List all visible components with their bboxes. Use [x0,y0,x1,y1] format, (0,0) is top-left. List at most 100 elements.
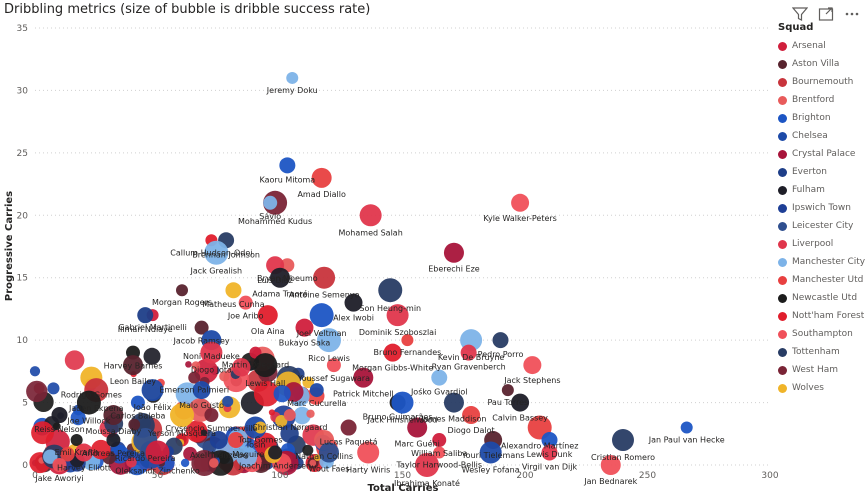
bubble[interactable] [52,422,61,431]
legend-item[interactable]: Wolves [778,379,866,397]
bubble[interactable] [344,293,363,312]
bubble[interactable] [188,371,201,384]
bubble[interactable] [185,420,208,443]
bubble[interactable] [103,405,124,426]
legend-item[interactable]: Bournemouth [778,73,866,91]
legend-item[interactable]: Ipswich Town [778,199,866,217]
bubble[interactable] [273,385,291,403]
bubble[interactable] [541,444,558,461]
legend-item[interactable]: Southampton [778,325,866,343]
bubble[interactable] [541,432,558,449]
bubble[interactable] [70,410,86,426]
bubble[interactable] [479,441,502,464]
bubble[interactable] [378,278,403,303]
bubble[interactable] [309,303,334,328]
bubble[interactable] [64,350,85,371]
bubble[interactable] [359,204,382,227]
bubble[interactable] [26,380,48,403]
bubble[interactable] [137,307,154,324]
bubble[interactable] [309,459,317,467]
bubble[interactable] [145,440,170,465]
legend-item[interactable]: Chelsea [778,127,866,145]
more-options-icon[interactable] [844,6,860,22]
bubble[interactable] [176,284,188,297]
bubble[interactable] [194,320,209,335]
bubble[interactable] [309,383,324,398]
bubble[interactable] [443,242,464,263]
bubble[interactable] [460,344,477,361]
bubble[interactable] [43,449,58,464]
bubble[interactable] [401,334,414,347]
legend-item[interactable]: West Ham [778,361,866,379]
bubble[interactable] [501,384,514,397]
bubble[interactable] [60,447,75,462]
bubble[interactable] [283,409,296,422]
legend-item[interactable]: Newcastle Utd [778,289,866,307]
bubble[interactable] [125,449,135,459]
bubble[interactable] [200,341,223,364]
bubble[interactable] [126,456,137,468]
legend-item[interactable]: Manchester City [778,253,866,271]
bubble[interactable] [295,318,314,337]
bubble[interactable] [204,408,219,423]
legend-item[interactable]: Everton [778,163,866,181]
legend-item[interactable]: Manchester Utd [778,271,866,289]
bubble[interactable] [311,167,332,188]
bubble[interactable] [191,361,201,370]
focus-mode-icon[interactable] [818,6,834,22]
bubble[interactable] [340,419,357,436]
bubble[interactable] [523,356,542,375]
bubble[interactable] [180,458,190,468]
bubble[interactable] [209,431,228,450]
bubble[interactable] [222,395,234,408]
bubble[interactable] [462,406,481,425]
bubble[interactable] [268,445,283,460]
bubble[interactable] [47,382,60,395]
bubble[interactable] [391,391,414,414]
legend-item[interactable]: Nott'ham Forest [778,307,866,325]
bubble[interactable] [31,421,54,445]
bubble[interactable] [280,424,299,443]
bubble[interactable] [326,358,341,373]
bubble[interactable] [314,454,321,461]
legend-item[interactable]: Brighton [778,109,866,127]
bubble[interactable] [130,395,145,410]
bubble[interactable] [192,381,211,400]
bubble[interactable] [383,343,402,362]
bubble[interactable] [511,193,530,212]
bubble[interactable] [29,366,41,377]
bubble[interactable] [254,421,267,434]
bubble[interactable] [76,390,101,415]
bubble[interactable] [313,266,336,289]
bubble[interactable] [263,195,278,210]
legend-item[interactable]: Fulham [778,181,866,199]
bubble[interactable] [200,429,208,436]
bubble[interactable] [236,446,258,468]
bubble[interactable] [208,458,219,468]
bubble[interactable] [302,376,314,389]
bubble[interactable] [293,406,311,425]
legend-item[interactable]: Crystal Palace [778,145,866,163]
filter-icon[interactable] [791,6,809,22]
bubble[interactable] [275,414,288,428]
bubble[interactable] [433,446,446,459]
bubble[interactable] [128,418,141,431]
bubble[interactable] [170,403,194,428]
bubble[interactable] [219,371,230,382]
bubble[interactable] [680,421,693,434]
bubble[interactable] [353,367,374,388]
bubble[interactable] [600,455,621,475]
bubble[interactable] [191,450,218,476]
bubble[interactable] [492,332,509,349]
bubble[interactable] [204,240,229,265]
bubble[interactable] [317,328,341,353]
bubble[interactable] [415,453,439,477]
bubble[interactable] [52,458,67,472]
bubble[interactable] [75,443,93,462]
bubble[interactable] [253,381,280,407]
bubble[interactable] [386,304,409,327]
bubble[interactable] [225,282,242,299]
bubble[interactable] [306,409,315,418]
bubble[interactable] [511,393,530,412]
bubble[interactable] [431,369,448,386]
